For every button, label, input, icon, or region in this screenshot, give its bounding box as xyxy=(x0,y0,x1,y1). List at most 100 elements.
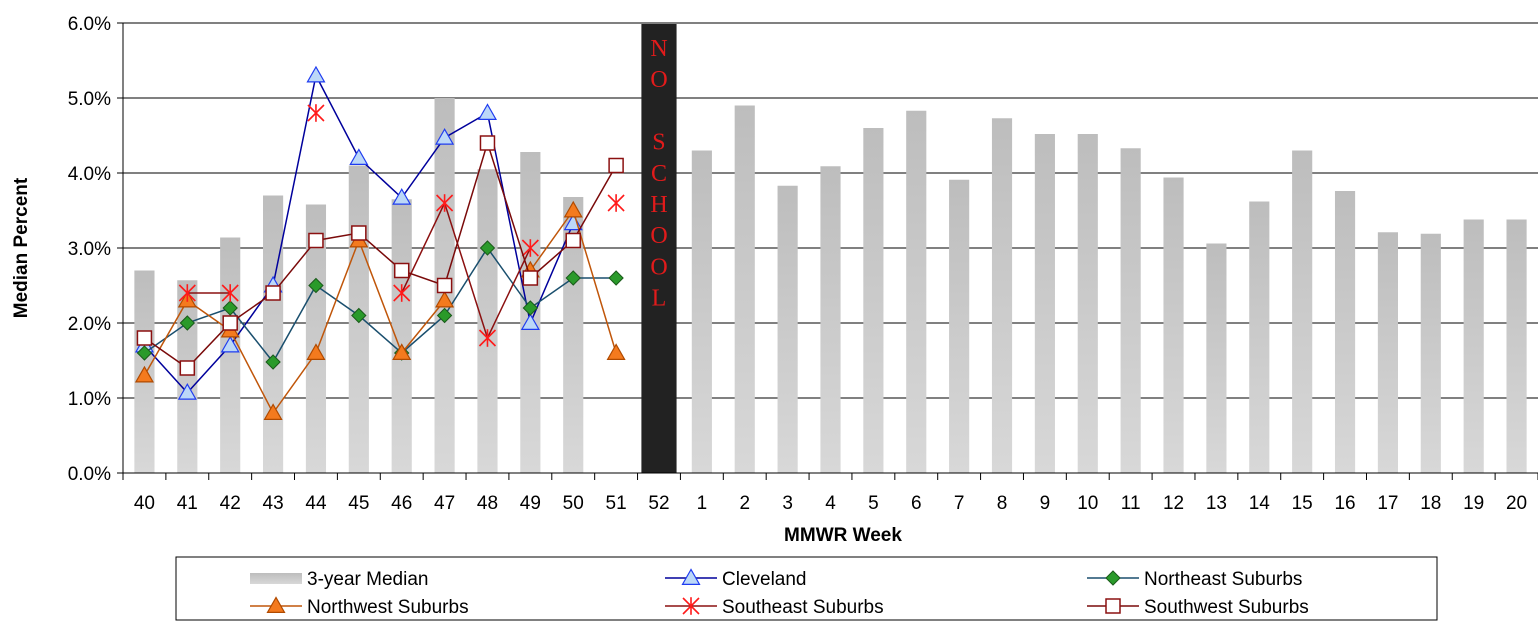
series-southeast-suburbs xyxy=(178,104,625,347)
x-tick-label: 48 xyxy=(477,493,498,514)
marker-square xyxy=(222,315,238,331)
x-tick-label: 9 xyxy=(1040,493,1051,514)
x-tick-label: 52 xyxy=(648,493,669,514)
marker-triangle xyxy=(306,65,326,83)
x-tick-label: 11 xyxy=(1121,493,1141,514)
marker-triangle xyxy=(435,128,455,145)
legend-item: Northeast Suburbs xyxy=(1087,569,1302,590)
marker-diamond xyxy=(608,270,624,286)
marker-square xyxy=(522,270,539,286)
marker-square xyxy=(308,232,324,249)
x-tick-label: 12 xyxy=(1163,493,1184,514)
bar-19 xyxy=(1463,219,1484,473)
bar-43 xyxy=(262,195,284,473)
no-school-letter: O xyxy=(650,223,667,249)
marker-square xyxy=(351,225,367,241)
marker-triangle xyxy=(392,343,412,360)
bar-17 xyxy=(1377,232,1399,473)
bar-1 xyxy=(691,150,712,473)
y-tick-label: 6.0% xyxy=(68,14,111,35)
legend-label: 3-year Median xyxy=(307,569,428,590)
legend-box xyxy=(175,556,1438,621)
x-tick-label: 15 xyxy=(1292,493,1313,514)
legend: 3-year Median Cleveland Northeast Suburbs N… xyxy=(175,556,1438,621)
axes: 0.0%1.0%2.0%3.0%4.0%5.0%6.0%40 41 42 43 44 45… xyxy=(68,14,1538,514)
bar-14 xyxy=(1249,201,1270,473)
legend-label: Southwest Suburbs xyxy=(1144,597,1309,618)
no-school-letter: H xyxy=(650,192,667,218)
marker-square xyxy=(1105,598,1121,614)
series-line xyxy=(144,246,617,364)
x-tick-label: 47 xyxy=(434,493,455,514)
series-southwest-suburbs xyxy=(136,135,624,376)
legend-swatch-bar xyxy=(250,573,302,584)
x-axis-title: MMWR Week xyxy=(784,525,902,546)
x-tick-label: 19 xyxy=(1463,493,1484,514)
y-axis-title: Median Percent xyxy=(11,177,32,318)
x-tick-label: 17 xyxy=(1377,493,1398,514)
x-tick-label: 4 xyxy=(825,493,836,514)
marker-triangle xyxy=(435,290,455,308)
legend-label: Cleveland xyxy=(722,569,807,590)
marker-diamond xyxy=(479,240,496,256)
bar-7 xyxy=(949,179,970,473)
marker-triangle xyxy=(681,568,701,585)
marker-square xyxy=(608,157,624,174)
x-tick-label: 14 xyxy=(1249,493,1271,514)
marker-triangle xyxy=(392,188,412,205)
bar-20 xyxy=(1506,219,1527,473)
bar-4 xyxy=(820,166,841,473)
marker-triangle xyxy=(520,313,540,330)
marker-diamond xyxy=(265,354,281,370)
marker-triangle xyxy=(220,335,240,353)
series-lines xyxy=(134,65,626,420)
marker-square xyxy=(565,232,581,249)
no-school-letter: O xyxy=(650,67,667,93)
x-tick-label: 50 xyxy=(563,493,584,514)
legend-label: Northeast Suburbs xyxy=(1144,569,1302,590)
x-tick-label: 8 xyxy=(997,493,1008,514)
y-tick-label: 0.0% xyxy=(68,464,111,485)
marker-diamond xyxy=(522,300,539,316)
x-tick-label: 44 xyxy=(305,493,327,514)
y-tick-label: 4.0% xyxy=(68,164,111,185)
bar-15 xyxy=(1292,150,1313,473)
marker-triangle xyxy=(563,200,583,218)
bar-16 xyxy=(1334,191,1356,473)
legend-label: Southeast Suburbs xyxy=(722,597,884,618)
bar-6 xyxy=(906,110,927,473)
marker-square xyxy=(479,135,496,151)
marker-triangle xyxy=(477,103,498,120)
bar-8 xyxy=(991,118,1013,473)
x-tick-label: 2 xyxy=(739,493,750,514)
marker-triangle xyxy=(349,148,369,165)
bar-44 xyxy=(305,204,327,473)
legend-item: Cleveland xyxy=(665,568,807,590)
bar-11 xyxy=(1120,148,1141,473)
marker-triangle xyxy=(263,403,283,420)
x-tick-label: 6 xyxy=(911,493,922,514)
marker-diamond xyxy=(351,307,367,324)
marker-diamond xyxy=(1105,570,1121,586)
marker-square xyxy=(136,330,153,346)
x-tick-label: 3 xyxy=(782,493,793,514)
x-tick-label: 40 xyxy=(134,493,155,514)
x-tick-label: 46 xyxy=(391,493,412,514)
marker-triangle xyxy=(266,596,286,613)
x-tick-label: 13 xyxy=(1206,493,1227,514)
marker-triangle xyxy=(606,343,626,360)
x-tick-label: 41 xyxy=(177,493,198,514)
y-tick-label: 3.0% xyxy=(68,239,111,260)
bar-13 xyxy=(1206,243,1227,473)
x-tick-label: 45 xyxy=(348,493,369,514)
marker-triangle xyxy=(134,365,154,383)
marker-triangle xyxy=(306,343,326,360)
legend-item: Southeast Suburbs xyxy=(665,597,884,618)
no-school-letter: S xyxy=(652,130,665,156)
x-tick-label: 49 xyxy=(520,493,541,514)
legend-label: Northwest Suburbs xyxy=(307,597,469,618)
x-tick-label: 7 xyxy=(954,493,965,514)
no-school-letter: O xyxy=(650,254,667,280)
